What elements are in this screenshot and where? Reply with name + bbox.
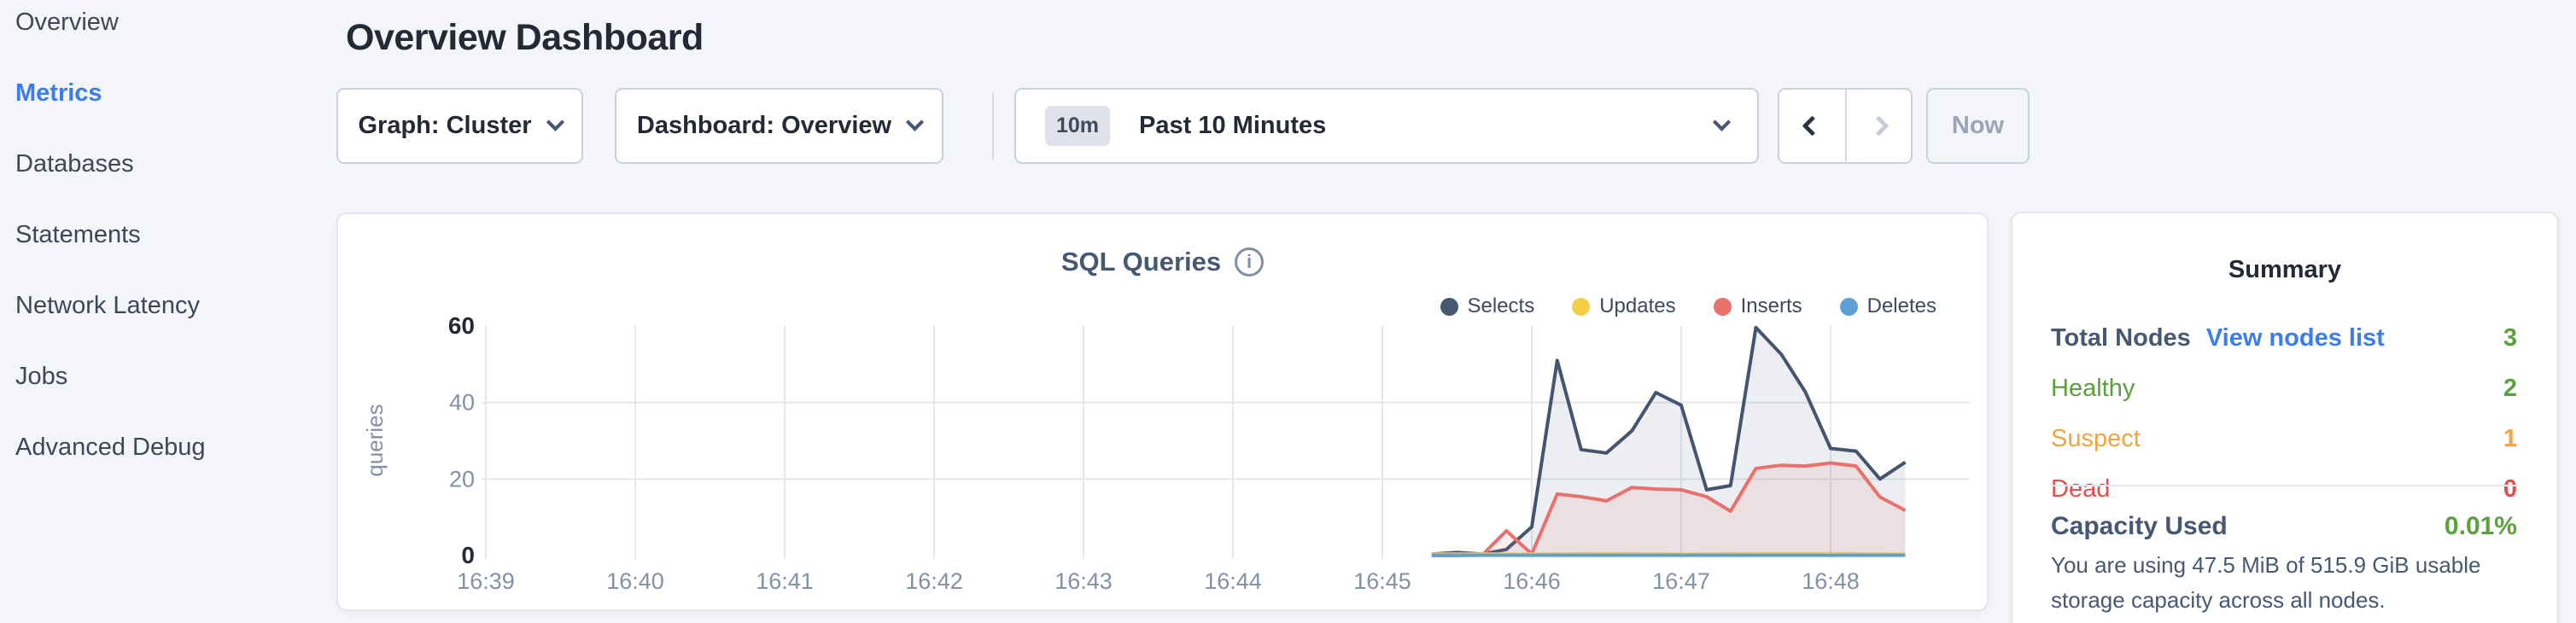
summary-rows: Total Nodes View nodes list 3 Healthy 2 … (2051, 324, 2517, 526)
legend-item-selects[interactable]: Selects (1440, 294, 1535, 318)
sidebar-item-network-latency[interactable]: Network Latency (15, 292, 200, 319)
x-axis-tick: 16:41 (756, 568, 814, 594)
sidebar-item-overview[interactable]: Overview (15, 9, 119, 36)
x-axis-tick: 16:44 (1204, 568, 1262, 594)
summary-divider (2051, 485, 2517, 486)
legend-dot-icon (1440, 297, 1458, 316)
x-axis-tick: 16:42 (905, 568, 963, 594)
legend-dot-icon (1713, 297, 1732, 316)
x-axis-tick: 16:47 (1652, 568, 1710, 594)
summary-row-suspect: Suspect 1 (2051, 425, 2517, 461)
time-step-forward-button[interactable] (1845, 90, 1911, 162)
time-range-value: Past 10 Minutes (1139, 112, 1327, 139)
legend-item-deletes[interactable]: Deletes (1839, 294, 1936, 318)
time-step-back-button[interactable] (1779, 90, 1845, 162)
legend-dot-icon (1839, 297, 1858, 316)
dead-label: Dead (2051, 475, 2111, 503)
capacity-description: You are using 47.5 MiB of 515.9 GiB usab… (2051, 552, 2481, 613)
x-axis-tick: 16:45 (1353, 568, 1411, 594)
capacity-used-label: Capacity Used (2051, 512, 2228, 540)
summary-title: Summary (2228, 256, 2342, 283)
summary-row-total-nodes: Total Nodes View nodes list 3 (2051, 324, 2517, 360)
sidebar-item-metrics[interactable]: Metrics (15, 79, 102, 107)
summary-panel: Summary Total Nodes View nodes list 3 He… (2011, 212, 2559, 623)
chevron-right-icon (1868, 115, 1890, 137)
y-axis-label: queries (362, 404, 388, 476)
series-area-inserts (1431, 463, 1906, 556)
sidebar-item-advanced-debug[interactable]: Advanced Debug (15, 434, 206, 461)
chevron-down-icon (1712, 113, 1732, 131)
series-area-selects (1431, 327, 1906, 556)
healthy-value: 2 (2503, 375, 2517, 402)
total-nodes-label: Total Nodes (2051, 324, 2191, 352)
chevron-down-icon (546, 113, 564, 131)
legend-label: Updates (1599, 294, 1676, 317)
total-nodes-value: 3 (2503, 324, 2517, 352)
chart-header: SQL Queries i (338, 247, 1987, 277)
chart-title: SQL Queries (1060, 247, 1222, 277)
chart-legend: Selects Updates Inserts Deletes (1440, 294, 1936, 318)
y-axis-tick: 20 (449, 466, 475, 492)
view-nodes-list-link[interactable]: View nodes list (2205, 324, 2385, 352)
legend-label: Inserts (1740, 294, 1802, 317)
time-range-badge: 10m (1045, 106, 1111, 146)
x-axis-tick: 16:48 (1802, 568, 1860, 594)
graph-dropdown-label: Graph: Cluster (358, 112, 532, 139)
toolbar-divider (992, 92, 994, 160)
chevron-down-icon (905, 113, 925, 131)
healthy-label: Healthy (2051, 375, 2135, 402)
x-axis-tick: 16:39 (457, 568, 515, 594)
legend-label: Deletes (1866, 294, 1936, 317)
suspect-value: 1 (2503, 425, 2517, 452)
sidebar-item-statements[interactable]: Statements (15, 221, 141, 248)
sql-queries-chart-plot[interactable]: 0 20 40 60 16:39 16:40 16:41 16:42 16:43 16:44 16:… (338, 214, 1990, 613)
sidebar-item-databases[interactable]: Databases (15, 150, 134, 178)
y-axis-tick: 0 (461, 542, 475, 568)
legend-label: Selects (1467, 294, 1535, 317)
dead-value: 0 (2503, 475, 2517, 503)
x-axis-tick: 16:43 (1054, 568, 1113, 594)
summary-row-healthy: Healthy 2 (2051, 375, 2517, 410)
capacity-used-value: 0.01% (2444, 512, 2517, 540)
y-axis-tick: 60 (448, 312, 475, 339)
dashboard-dropdown-label: Dashboard: Overview (636, 112, 892, 139)
sidebar-item-jobs[interactable]: Jobs (15, 363, 68, 390)
series-line-inserts (1431, 461, 1907, 557)
chevron-left-icon (1802, 115, 1823, 137)
time-range-dropdown[interactable]: 10m Past 10 Minutes (1014, 88, 1759, 164)
capacity-used-row: Capacity Used 0.01% (2051, 512, 2517, 541)
legend-item-inserts[interactable]: Inserts (1713, 294, 1802, 318)
time-step-buttons (1778, 88, 1913, 164)
y-axis-tick: 40 (449, 390, 475, 416)
summary-row-dead: Dead 0 (2051, 475, 2517, 511)
x-axis-tick: 16:40 (606, 568, 664, 594)
suspect-label: Suspect (2051, 425, 2141, 452)
now-button[interactable]: Now (1926, 88, 2030, 164)
legend-dot-icon (1572, 297, 1591, 316)
sql-queries-chart-card: SQL Queries i Selects Updates Inserts Delet… (336, 213, 1989, 611)
x-axis-tick: 16:46 (1503, 568, 1561, 594)
legend-item-updates[interactable]: Updates (1572, 294, 1676, 318)
toolbar: Graph: Cluster Dashboard: Overview 10m P… (0, 88, 2576, 164)
dashboard-dropdown[interactable]: Dashboard: Overview (615, 88, 943, 164)
info-icon[interactable]: i (1235, 247, 1265, 277)
page-title: Overview Dashboard (346, 17, 704, 58)
series-line-selects (1431, 325, 1907, 556)
graph-dropdown[interactable]: Graph: Cluster (336, 88, 583, 164)
